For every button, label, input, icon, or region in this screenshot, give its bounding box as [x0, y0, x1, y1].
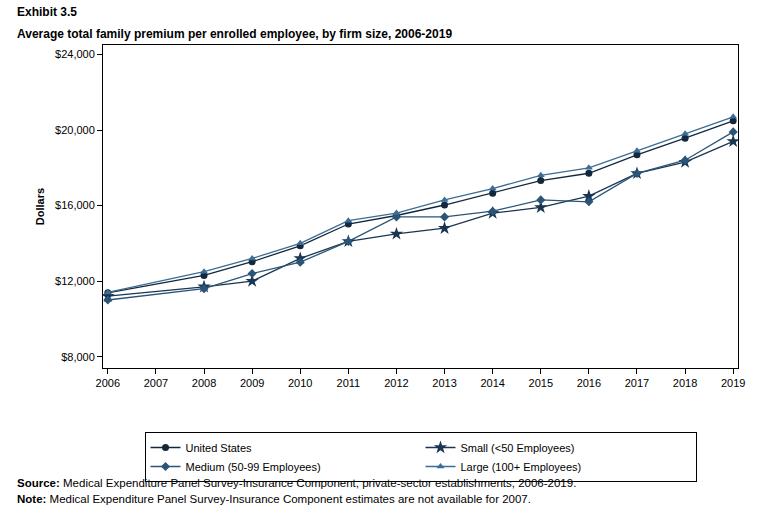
svg-text:Small (<50 Employees): Small (<50 Employees)	[461, 442, 575, 454]
svg-text:$24,000: $24,000	[55, 48, 95, 60]
svg-text:2012: 2012	[384, 377, 408, 389]
svg-text:2015: 2015	[529, 377, 553, 389]
svg-text:2018: 2018	[673, 377, 697, 389]
svg-text:2016: 2016	[577, 377, 601, 389]
svg-text:$16,000: $16,000	[55, 199, 95, 211]
svg-text:Average total family premium p: Average total family premium per enrolle…	[17, 27, 452, 41]
svg-text:2008: 2008	[192, 377, 216, 389]
svg-text:2010: 2010	[288, 377, 312, 389]
svg-text:$20,000: $20,000	[55, 124, 95, 136]
svg-text:2006: 2006	[96, 377, 120, 389]
svg-text:Source: Medical Expenditure Pa: Source: Medical Expenditure Panel Survey…	[17, 477, 576, 489]
svg-text:$12,000: $12,000	[55, 275, 95, 287]
svg-text:2007: 2007	[144, 377, 168, 389]
svg-text:Large (100+ Employees): Large (100+ Employees)	[461, 461, 582, 473]
svg-text:Dollars: Dollars	[34, 188, 46, 225]
svg-text:$8,000: $8,000	[61, 351, 95, 363]
svg-text:2014: 2014	[480, 377, 504, 389]
svg-text:Medium (50-99 Employees): Medium (50-99 Employees)	[186, 461, 321, 473]
svg-text:2017: 2017	[625, 377, 649, 389]
svg-text:2013: 2013	[432, 377, 456, 389]
svg-text:2011: 2011	[337, 377, 361, 389]
svg-text:2019: 2019	[721, 377, 745, 389]
svg-text:Note: Medical Expenditure Pane: Note: Medical Expenditure Panel Survey-I…	[17, 493, 531, 505]
svg-text:Exhibit 3.5: Exhibit 3.5	[17, 5, 77, 19]
svg-text:United States: United States	[186, 442, 253, 454]
svg-text:2009: 2009	[240, 377, 264, 389]
